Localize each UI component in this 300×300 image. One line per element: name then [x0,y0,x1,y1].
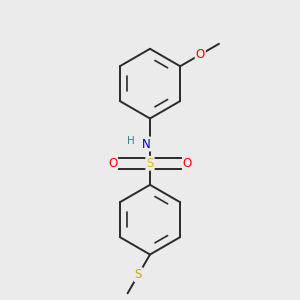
Text: S: S [146,157,154,170]
Text: O: O [108,157,117,170]
Text: H: H [127,136,135,146]
Text: O: O [183,157,192,170]
Text: O: O [196,48,205,61]
Text: S: S [135,268,142,281]
Text: N: N [142,137,151,151]
